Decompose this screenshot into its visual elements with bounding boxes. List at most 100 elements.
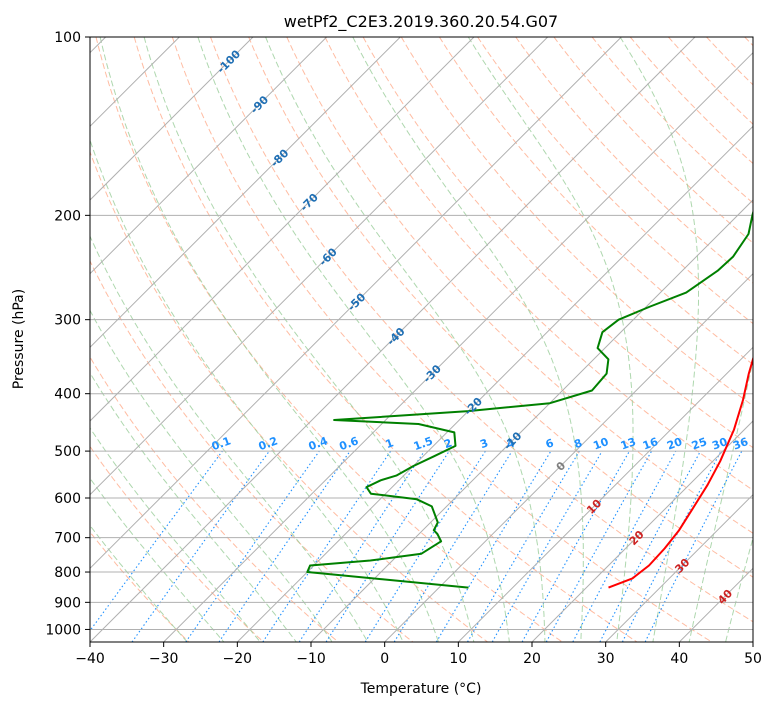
dry-adiabat [133,37,638,642]
moist-adiabat [90,427,261,642]
y-axis-label: Pressure (hPa) [11,289,27,389]
isotherm-line [90,37,254,201]
dry-adiabat [400,37,753,407]
profile-series [306,209,753,589]
mixing-ratio-line [325,450,450,642]
moist-adiabat [197,37,510,642]
dry-adiabat [90,445,264,642]
x-tick-label: −10 [296,651,326,667]
moist-adiabat [90,371,297,642]
moist-adiabat [90,524,188,642]
x-tick-label: −20 [223,651,253,667]
y-axis: 100 200 300 400 500 600 700 800 900 1000 [45,30,90,638]
mixing-ratio-line [185,450,320,642]
x-axis-label: Temperature (°C) [360,681,482,697]
isotherm-line [310,199,753,642]
mixing-ratio-line [545,450,653,642]
dry-adiabat [324,37,753,491]
mixing-ratio-label: 36 [731,435,750,453]
isotherm-line [90,37,696,642]
moist-adiabat [90,138,404,642]
mixing-ratio-line [644,450,743,642]
mixing-ratio-label: 20 [665,435,684,453]
x-tick-label: −40 [75,651,105,667]
x-tick-label: 50 [744,651,762,667]
dry-adiabat [95,37,563,642]
moist-adiabat [90,477,225,642]
x-tick-label: 40 [670,651,688,667]
temperature-profile-line [608,355,753,589]
isotherm-line [531,420,753,642]
dry-adiabat [362,37,753,449]
x-tick-label: 10 [449,651,467,667]
dry-adiabat [90,356,339,642]
mixing-ratio-label: 1.5 [412,434,435,453]
mixing-ratio-label: 2 [442,436,454,451]
x-tick-label: −30 [149,651,179,667]
y-tick-label: 200 [54,208,81,224]
isotherm-line [90,37,622,570]
x-tick-label: 0 [380,651,389,667]
mixing-ratio-line [90,450,223,632]
mixing-ratio-label: 0.4 [307,434,330,453]
mixing-ratio-label: 0.1 [210,434,233,453]
isotherm-line [457,346,753,642]
moist-adiabat [90,235,369,642]
mixing-ratio-line [572,450,677,642]
mixing-ratio-label: 8 [572,436,584,451]
y-tick-label: 800 [54,565,81,581]
chart-title: wetPf2_C2E3.2019.360.20.54.G07 [284,12,558,32]
y-tick-label: 100 [54,30,81,46]
moist-adiabat [90,309,333,642]
moist-adiabat [467,37,634,642]
mixing-ratio-label: 30 [710,435,729,453]
mixing-ratio-label: 4 [505,436,517,451]
isotherm-line [90,37,549,496]
y-tick-label: 500 [54,444,81,460]
x-axis: −40 −30 −20 −10 0 10 20 30 40 50 [75,642,762,667]
mixing-ratio-label: 1 [384,436,396,451]
mixing-ratio-label: 6 [544,436,556,451]
isotherm-line [90,37,475,422]
dry-adiabat [248,37,753,578]
isotherm-line [384,272,753,642]
mixing-ratio-label: 25 [690,435,709,452]
mixing-ratio-label: 0.6 [338,434,361,453]
moist-adiabat [352,37,584,642]
mixing-ratio-label: 16 [641,435,660,453]
y-tick-label: 400 [54,387,81,403]
isotherm-line [236,125,753,642]
isotherm-line [605,493,753,642]
dewpoint-profile-line [306,209,753,589]
y-tick-label: 300 [54,313,81,329]
dry-adiabat [90,150,488,642]
mixing-ratio-label: 0.2 [257,434,280,453]
background-reference-lines [90,37,753,642]
y-tick-label: 1000 [45,622,81,638]
plot-frame [89,36,754,643]
y-tick-label: 900 [54,595,81,611]
moist-adiabat [99,37,439,642]
mixing-ratio-label: 13 [619,435,638,452]
mixing-ratio-label: 3 [478,436,490,451]
dry-adiabat [286,37,753,534]
dry-adiabat [210,37,753,623]
y-tick-label: 700 [54,531,81,547]
moist-adiabat [143,37,475,642]
y-tick-label: 600 [54,491,81,507]
isotherm-line [90,37,328,275]
x-tick-label: 20 [523,651,541,667]
isotherm-line [163,51,753,642]
mixing-ratio-line [393,450,513,642]
moist-adiabat [619,37,699,642]
mixing-ratio-line [131,450,270,642]
mixing-ratio-line [521,450,630,642]
x-tick-label: 30 [597,651,615,667]
mixing-ratio-line [262,450,392,642]
mixing-ratio-label: 10 [591,435,610,453]
moist-adiabat [265,37,546,642]
grid-lines [90,37,753,642]
isotherm-line [90,37,401,349]
